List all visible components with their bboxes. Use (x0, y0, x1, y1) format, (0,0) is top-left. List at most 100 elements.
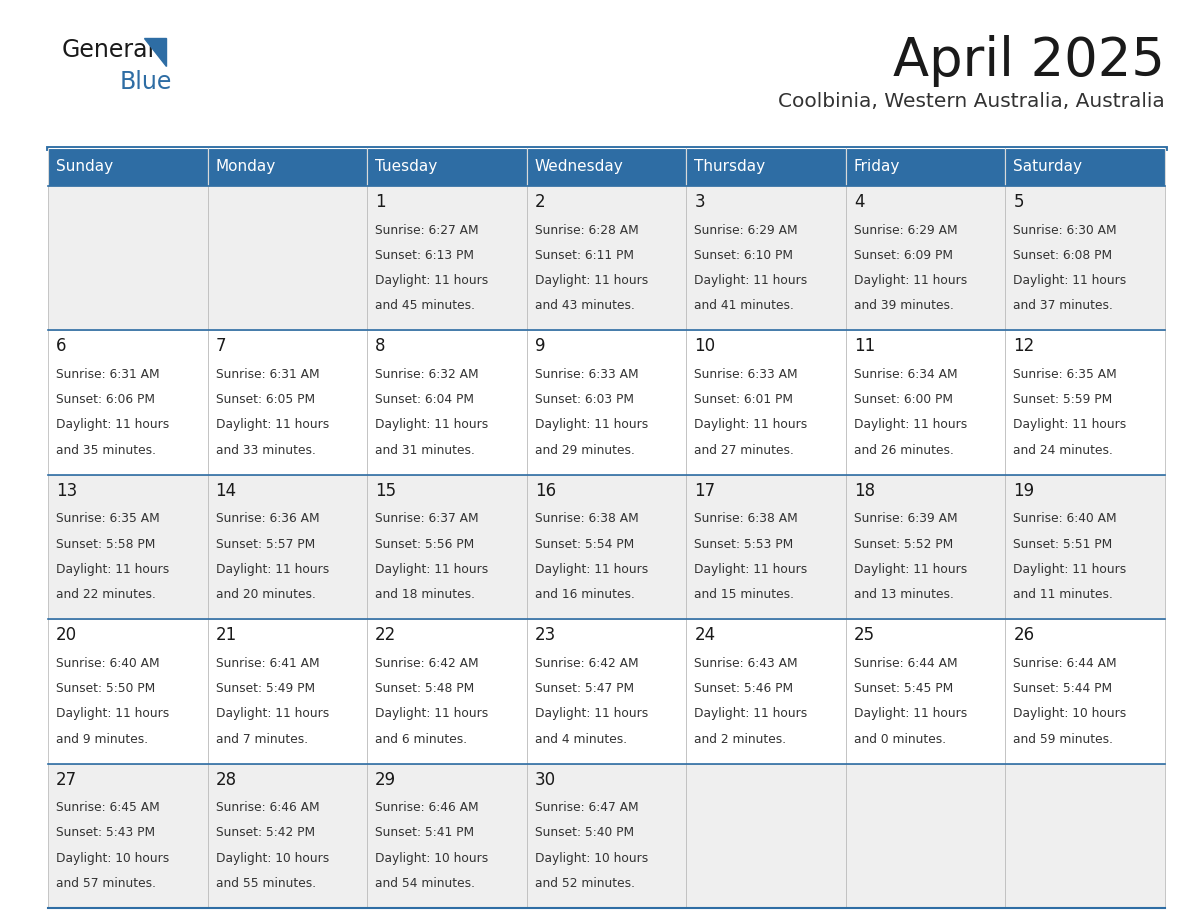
Text: and 22 minutes.: and 22 minutes. (56, 588, 156, 601)
Text: Sunset: 5:43 PM: Sunset: 5:43 PM (56, 826, 156, 839)
Text: Sunset: 5:58 PM: Sunset: 5:58 PM (56, 538, 156, 551)
FancyBboxPatch shape (1005, 330, 1165, 475)
Text: Sunset: 6:09 PM: Sunset: 6:09 PM (854, 249, 953, 262)
Text: Sunrise: 6:40 AM: Sunrise: 6:40 AM (1013, 512, 1117, 525)
Text: and 4 minutes.: and 4 minutes. (535, 733, 627, 745)
Text: Sunrise: 6:46 AM: Sunrise: 6:46 AM (375, 801, 479, 814)
Text: 12: 12 (1013, 338, 1035, 355)
Text: General: General (62, 38, 156, 62)
Text: 17: 17 (694, 482, 715, 499)
Text: 24: 24 (694, 626, 715, 644)
Text: Sunset: 6:00 PM: Sunset: 6:00 PM (854, 393, 953, 406)
Text: and 45 minutes.: and 45 minutes. (375, 299, 475, 312)
Text: Sunrise: 6:27 AM: Sunrise: 6:27 AM (375, 224, 479, 237)
Text: and 33 minutes.: and 33 minutes. (215, 443, 316, 457)
Text: 27: 27 (56, 770, 77, 789)
Text: Daylight: 11 hours: Daylight: 11 hours (694, 707, 808, 721)
Text: Sunset: 6:06 PM: Sunset: 6:06 PM (56, 393, 154, 406)
Text: 11: 11 (854, 338, 876, 355)
Text: and 41 minutes.: and 41 minutes. (694, 299, 794, 312)
Text: and 59 minutes.: and 59 minutes. (1013, 733, 1113, 745)
Text: Daylight: 11 hours: Daylight: 11 hours (375, 563, 488, 576)
Text: and 9 minutes.: and 9 minutes. (56, 733, 148, 745)
FancyBboxPatch shape (367, 764, 526, 908)
Text: Sunset: 6:13 PM: Sunset: 6:13 PM (375, 249, 474, 262)
Text: Daylight: 11 hours: Daylight: 11 hours (854, 563, 967, 576)
Text: 20: 20 (56, 626, 77, 644)
Text: Sunrise: 6:43 AM: Sunrise: 6:43 AM (694, 656, 798, 670)
Text: 5: 5 (1013, 193, 1024, 211)
Text: Sunset: 5:52 PM: Sunset: 5:52 PM (854, 538, 953, 551)
Text: Sunset: 5:51 PM: Sunset: 5:51 PM (1013, 538, 1113, 551)
FancyBboxPatch shape (687, 475, 846, 620)
Text: and 13 minutes.: and 13 minutes. (854, 588, 954, 601)
Text: and 52 minutes.: and 52 minutes. (535, 877, 634, 890)
FancyBboxPatch shape (1005, 186, 1165, 330)
Text: Sunrise: 6:42 AM: Sunrise: 6:42 AM (535, 656, 638, 670)
FancyBboxPatch shape (526, 186, 687, 330)
Text: 9: 9 (535, 338, 545, 355)
FancyBboxPatch shape (367, 330, 526, 475)
Text: Sunrise: 6:42 AM: Sunrise: 6:42 AM (375, 656, 479, 670)
Text: Sunset: 5:40 PM: Sunset: 5:40 PM (535, 826, 634, 839)
Text: and 29 minutes.: and 29 minutes. (535, 443, 634, 457)
FancyBboxPatch shape (687, 764, 846, 908)
Text: Sunset: 6:03 PM: Sunset: 6:03 PM (535, 393, 633, 406)
FancyBboxPatch shape (48, 764, 208, 908)
Text: Sunset: 5:41 PM: Sunset: 5:41 PM (375, 826, 474, 839)
FancyBboxPatch shape (526, 764, 687, 908)
FancyBboxPatch shape (687, 330, 846, 475)
Text: and 6 minutes.: and 6 minutes. (375, 733, 467, 745)
Text: 29: 29 (375, 770, 397, 789)
Text: 28: 28 (215, 770, 236, 789)
FancyBboxPatch shape (48, 330, 208, 475)
Text: Sunrise: 6:47 AM: Sunrise: 6:47 AM (535, 801, 638, 814)
FancyBboxPatch shape (208, 764, 367, 908)
Text: and 24 minutes.: and 24 minutes. (1013, 443, 1113, 457)
Text: Sunset: 5:49 PM: Sunset: 5:49 PM (215, 682, 315, 695)
FancyBboxPatch shape (208, 330, 367, 475)
FancyBboxPatch shape (526, 620, 687, 764)
Text: Sunset: 5:42 PM: Sunset: 5:42 PM (215, 826, 315, 839)
Text: Daylight: 11 hours: Daylight: 11 hours (215, 707, 329, 721)
Text: and 26 minutes.: and 26 minutes. (854, 443, 954, 457)
FancyBboxPatch shape (367, 620, 526, 764)
Text: Sunrise: 6:40 AM: Sunrise: 6:40 AM (56, 656, 159, 670)
FancyBboxPatch shape (846, 186, 1005, 330)
FancyBboxPatch shape (687, 186, 846, 330)
FancyBboxPatch shape (367, 186, 526, 330)
Text: 13: 13 (56, 482, 77, 499)
Text: Sunset: 5:50 PM: Sunset: 5:50 PM (56, 682, 156, 695)
FancyBboxPatch shape (208, 148, 367, 186)
Text: and 11 minutes.: and 11 minutes. (1013, 588, 1113, 601)
Text: Sunset: 5:57 PM: Sunset: 5:57 PM (215, 538, 315, 551)
Text: and 39 minutes.: and 39 minutes. (854, 299, 954, 312)
FancyBboxPatch shape (48, 186, 208, 330)
Text: Wednesday: Wednesday (535, 160, 624, 174)
Text: and 20 minutes.: and 20 minutes. (215, 588, 316, 601)
Text: and 7 minutes.: and 7 minutes. (215, 733, 308, 745)
Text: Saturday: Saturday (1013, 160, 1082, 174)
FancyBboxPatch shape (687, 148, 846, 186)
Text: 18: 18 (854, 482, 876, 499)
Text: Monday: Monday (215, 160, 276, 174)
Text: and 0 minutes.: and 0 minutes. (854, 733, 946, 745)
Text: and 43 minutes.: and 43 minutes. (535, 299, 634, 312)
Text: Sunrise: 6:38 AM: Sunrise: 6:38 AM (694, 512, 798, 525)
Text: 2: 2 (535, 193, 545, 211)
Text: Daylight: 10 hours: Daylight: 10 hours (375, 852, 488, 865)
FancyBboxPatch shape (846, 475, 1005, 620)
Text: Sunset: 5:59 PM: Sunset: 5:59 PM (1013, 393, 1113, 406)
Text: Daylight: 11 hours: Daylight: 11 hours (854, 274, 967, 287)
Text: Daylight: 10 hours: Daylight: 10 hours (1013, 707, 1126, 721)
Text: Sunrise: 6:32 AM: Sunrise: 6:32 AM (375, 368, 479, 381)
Text: Daylight: 10 hours: Daylight: 10 hours (56, 852, 169, 865)
Text: Sunrise: 6:37 AM: Sunrise: 6:37 AM (375, 512, 479, 525)
Text: Sunrise: 6:36 AM: Sunrise: 6:36 AM (215, 512, 320, 525)
Text: and 54 minutes.: and 54 minutes. (375, 877, 475, 890)
Text: Daylight: 11 hours: Daylight: 11 hours (535, 274, 647, 287)
Text: Daylight: 11 hours: Daylight: 11 hours (694, 274, 808, 287)
FancyBboxPatch shape (208, 186, 367, 330)
Text: and 37 minutes.: and 37 minutes. (1013, 299, 1113, 312)
Text: Blue: Blue (120, 70, 172, 94)
